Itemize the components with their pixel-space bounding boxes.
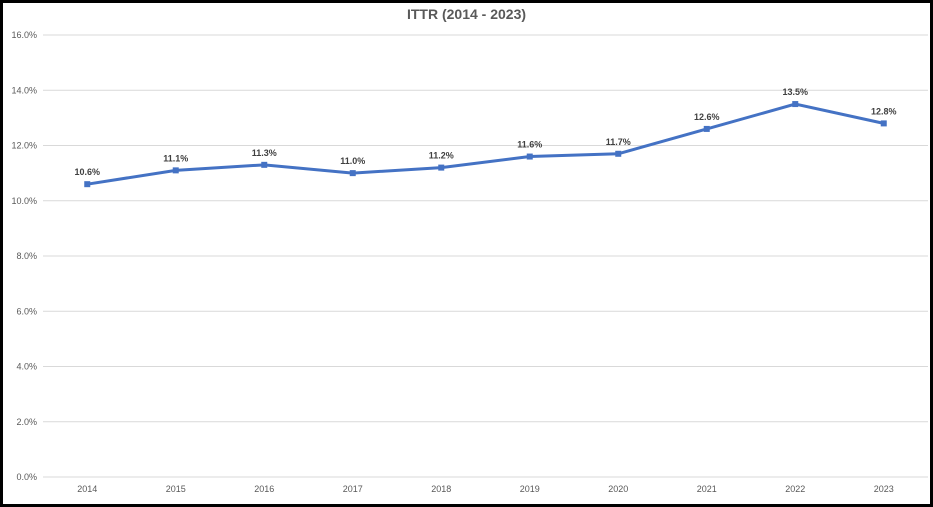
data-point <box>172 167 179 174</box>
data-label: 11.0% <box>340 156 365 166</box>
y-tick-label: 14.0% <box>11 85 37 95</box>
data-label: 13.5% <box>782 87 808 97</box>
x-tick-label: 2021 <box>697 484 717 494</box>
data-point <box>349 170 356 177</box>
x-tick-label: 2017 <box>343 484 363 494</box>
series-line <box>87 102 885 186</box>
chart-title: ITTR (2014 - 2023) <box>406 6 527 22</box>
y-tick-label: 0.0% <box>16 472 37 482</box>
y-tick-label: 10.0% <box>11 196 37 206</box>
x-tick-label: 2014 <box>77 484 97 494</box>
x-tick-label: 2022 <box>785 484 805 494</box>
gridlines <box>43 34 928 478</box>
data-label: 12.6% <box>694 112 720 122</box>
data-point <box>880 120 887 127</box>
data-label: 11.7% <box>606 137 631 147</box>
series-markers <box>84 101 887 188</box>
x-tick-label: 2015 <box>166 484 186 494</box>
y-tick-label: 6.0% <box>16 306 37 316</box>
x-tick-label: 2020 <box>608 484 628 494</box>
y-axis-ticks: 0.0% 2.0% 4.0% 6.0% 8.0% 10.0% 12.0% 14.0% 16.0% <box>11 30 37 482</box>
data-point <box>526 153 533 160</box>
data-label: 11.6% <box>517 140 542 150</box>
data-label: 11.3% <box>252 148 277 158</box>
data-labels: 10.6% 11.1% 11.3% 11.0% 11.2% 11.6% 11.7% 12.6%… <box>74 87 896 177</box>
y-tick-label: 12.0% <box>11 141 37 151</box>
data-point <box>261 161 268 168</box>
y-tick-label: 4.0% <box>16 362 37 372</box>
data-label: 12.8% <box>871 106 897 116</box>
data-point <box>615 150 622 157</box>
data-label: 11.1% <box>163 153 188 163</box>
x-tick-label: 2019 <box>520 484 540 494</box>
y-tick-label: 2.0% <box>16 417 37 427</box>
data-label: 11.2% <box>429 151 454 161</box>
y-tick-label: 8.0% <box>16 251 37 261</box>
data-label: 10.6% <box>74 167 100 177</box>
data-point <box>792 101 799 108</box>
data-point <box>438 164 445 171</box>
data-point <box>84 181 91 188</box>
x-tick-label: 2023 <box>874 484 894 494</box>
x-tick-label: 2018 <box>431 484 451 494</box>
y-tick-label: 16.0% <box>11 30 37 40</box>
x-axis-ticks: 2014 2015 2016 2017 2018 2019 2020 2021 2022 2023 <box>77 484 894 494</box>
data-point <box>703 125 710 132</box>
x-tick-label: 2016 <box>254 484 274 494</box>
